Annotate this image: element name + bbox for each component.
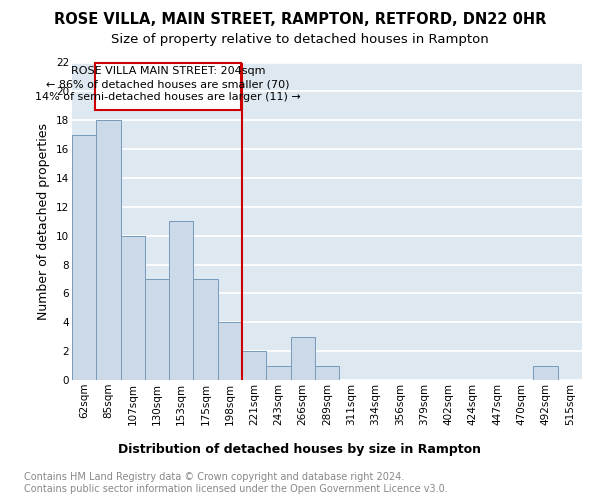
Text: Contains HM Land Registry data © Crown copyright and database right 2024.: Contains HM Land Registry data © Crown c… [24, 472, 404, 482]
Bar [315, 366, 339, 380]
Bar [96, 120, 121, 380]
Bar [266, 366, 290, 380]
FancyBboxPatch shape [95, 63, 241, 110]
Bar [193, 279, 218, 380]
Bar [242, 351, 266, 380]
Text: ROSE VILLA, MAIN STREET, RAMPTON, RETFORD, DN22 0HR: ROSE VILLA, MAIN STREET, RAMPTON, RETFOR… [54, 12, 546, 28]
Bar [72, 134, 96, 380]
Bar [169, 221, 193, 380]
Bar [145, 279, 169, 380]
Text: Distribution of detached houses by size in Rampton: Distribution of detached houses by size … [119, 442, 482, 456]
Text: ROSE VILLA MAIN STREET: 204sqm: ROSE VILLA MAIN STREET: 204sqm [71, 66, 265, 76]
Text: Size of property relative to detached houses in Rampton: Size of property relative to detached ho… [111, 32, 489, 46]
Text: 14% of semi-detached houses are larger (11) →: 14% of semi-detached houses are larger (… [35, 92, 301, 102]
Text: Contains public sector information licensed under the Open Government Licence v3: Contains public sector information licen… [24, 484, 448, 494]
Text: ← 86% of detached houses are smaller (70): ← 86% of detached houses are smaller (70… [46, 79, 290, 89]
Bar [290, 336, 315, 380]
Y-axis label: Number of detached properties: Number of detached properties [37, 122, 50, 320]
Bar [218, 322, 242, 380]
Bar [121, 236, 145, 380]
Bar [533, 366, 558, 380]
